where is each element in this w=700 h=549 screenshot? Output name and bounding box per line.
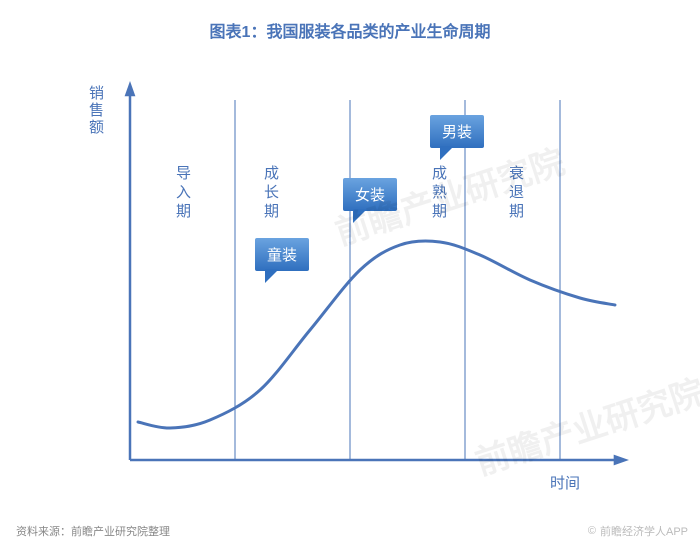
chart-svg: [60, 70, 640, 490]
callout-0: 童装: [255, 238, 309, 271]
chart-area: 销售额 时间 导入期 成长期 成熟期 衰退期 童装 女装男装: [60, 70, 640, 490]
source-text: 资料来源：前瞻产业研究院整理: [16, 523, 170, 539]
phase-label-3: 衰退期: [505, 165, 526, 222]
phase-label-2: 成熟期: [428, 165, 449, 222]
callout-1: 女装: [343, 178, 397, 211]
phase-label-1: 成长期: [260, 165, 281, 222]
x-axis-label: 时间: [550, 472, 580, 493]
callout-2: 男装: [430, 115, 484, 148]
watermark-right-text: 前瞻经济学人APP: [600, 523, 688, 539]
y-axis-label: 销售额: [85, 85, 106, 136]
chart-title: 图表1：我国服装各品类的产业生命周期: [0, 0, 700, 42]
phase-label-0: 导入期: [172, 165, 193, 222]
copyright-icon: ©: [588, 525, 596, 537]
watermark-right: © 前瞻经济学人APP: [588, 523, 688, 539]
